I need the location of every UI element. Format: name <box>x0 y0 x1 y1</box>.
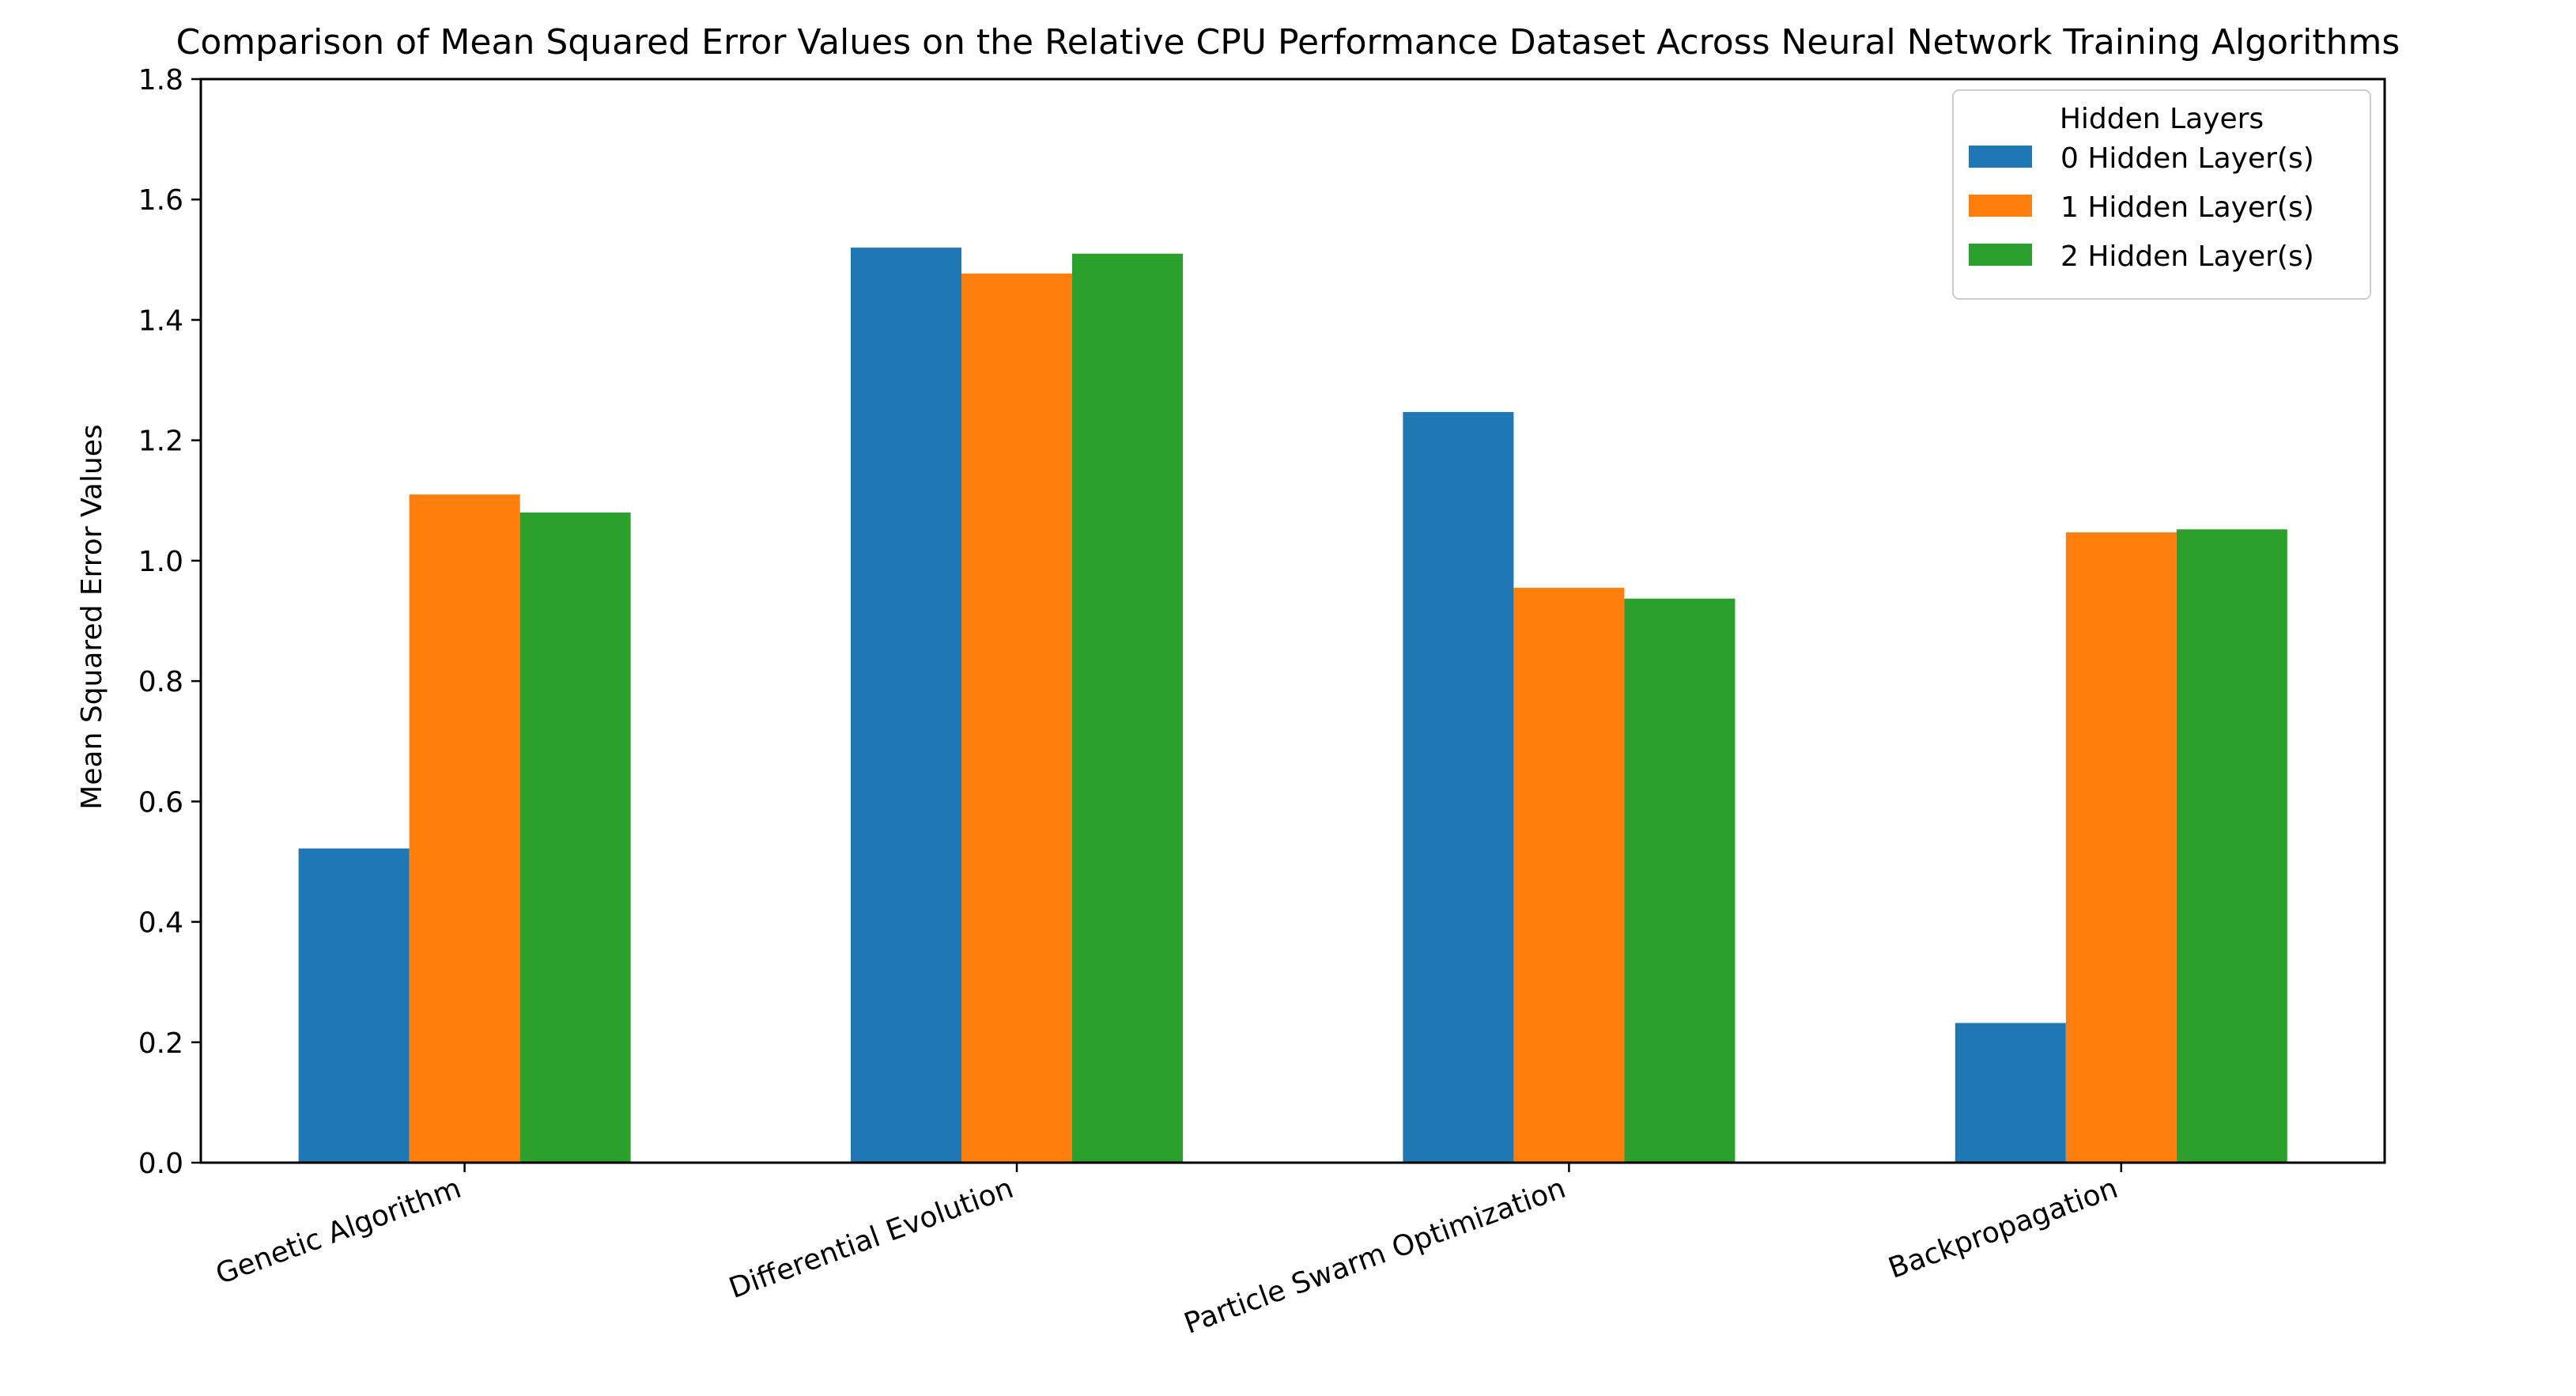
bar-0-3 <box>1955 1023 2066 1163</box>
y-axis-label: Mean Squared Error Values <box>76 424 108 809</box>
legend: Hidden Layers 0 Hidden Layer(s) 1 Hidden … <box>1952 89 2371 300</box>
bar-0-2 <box>1403 411 1514 1163</box>
y-tick-label: 0.8 <box>138 666 183 698</box>
x-tick-label: Particle Swarm Optimization <box>1180 1172 1569 1341</box>
y-tick-label: 0.6 <box>138 786 183 819</box>
legend-label: 1 Hidden Layer(s) <box>2060 191 2314 224</box>
legend-box <box>1952 89 2371 300</box>
bar-1-0 <box>409 494 520 1163</box>
bar-2-2 <box>1624 598 1736 1163</box>
bar-2-0 <box>519 513 631 1163</box>
chart-title: Comparison of Mean Squared Error Values … <box>176 22 2400 62</box>
legend-label: 0 Hidden Layer(s) <box>2060 142 2314 175</box>
y-tick-label: 0.4 <box>138 907 183 940</box>
bars <box>298 248 2287 1163</box>
legend-swatch <box>1969 244 2032 266</box>
y-tick-label: 1.8 <box>138 64 183 96</box>
bar-2-3 <box>2176 529 2287 1163</box>
x-tick-label: Backpropagation <box>1884 1172 2122 1285</box>
y-axis-ticks: 0.0 0.2 0.4 0.6 0.8 1.0 1.2 1.4 1.6 1.8 <box>138 64 201 1180</box>
y-tick-label: 1.2 <box>138 426 183 458</box>
y-tick-label: 1.4 <box>138 305 183 337</box>
x-tick-label: Differential Evolution <box>725 1172 1018 1305</box>
x-axis-ticks: Genetic Algorithm Differential Evolution P… <box>212 1163 2123 1341</box>
bar-1-2 <box>1513 588 1625 1163</box>
y-tick-label: 0.0 <box>138 1148 183 1180</box>
bar-1-3 <box>2065 532 2177 1163</box>
x-tick-label: Genetic Algorithm <box>212 1172 466 1291</box>
y-tick-label: 1.0 <box>138 546 183 578</box>
plot-frame <box>199 78 2386 1164</box>
bar-2-1 <box>1072 253 1183 1163</box>
legend-swatch <box>1969 146 2032 168</box>
bar-1-1 <box>961 273 1072 1163</box>
bar-0-0 <box>298 848 410 1163</box>
y-tick-label: 0.2 <box>138 1027 183 1060</box>
legend-label: 2 Hidden Layer(s) <box>2060 240 2314 273</box>
y-tick-label: 1.6 <box>138 184 183 217</box>
bar-0-1 <box>851 248 961 1163</box>
legend-items: 0 Hidden Layer(s) 1 Hidden Layer(s) 2 Hidd… <box>1969 142 2314 273</box>
legend-swatch <box>1969 195 2032 217</box>
legend-title: Hidden Layers <box>2060 103 2264 135</box>
